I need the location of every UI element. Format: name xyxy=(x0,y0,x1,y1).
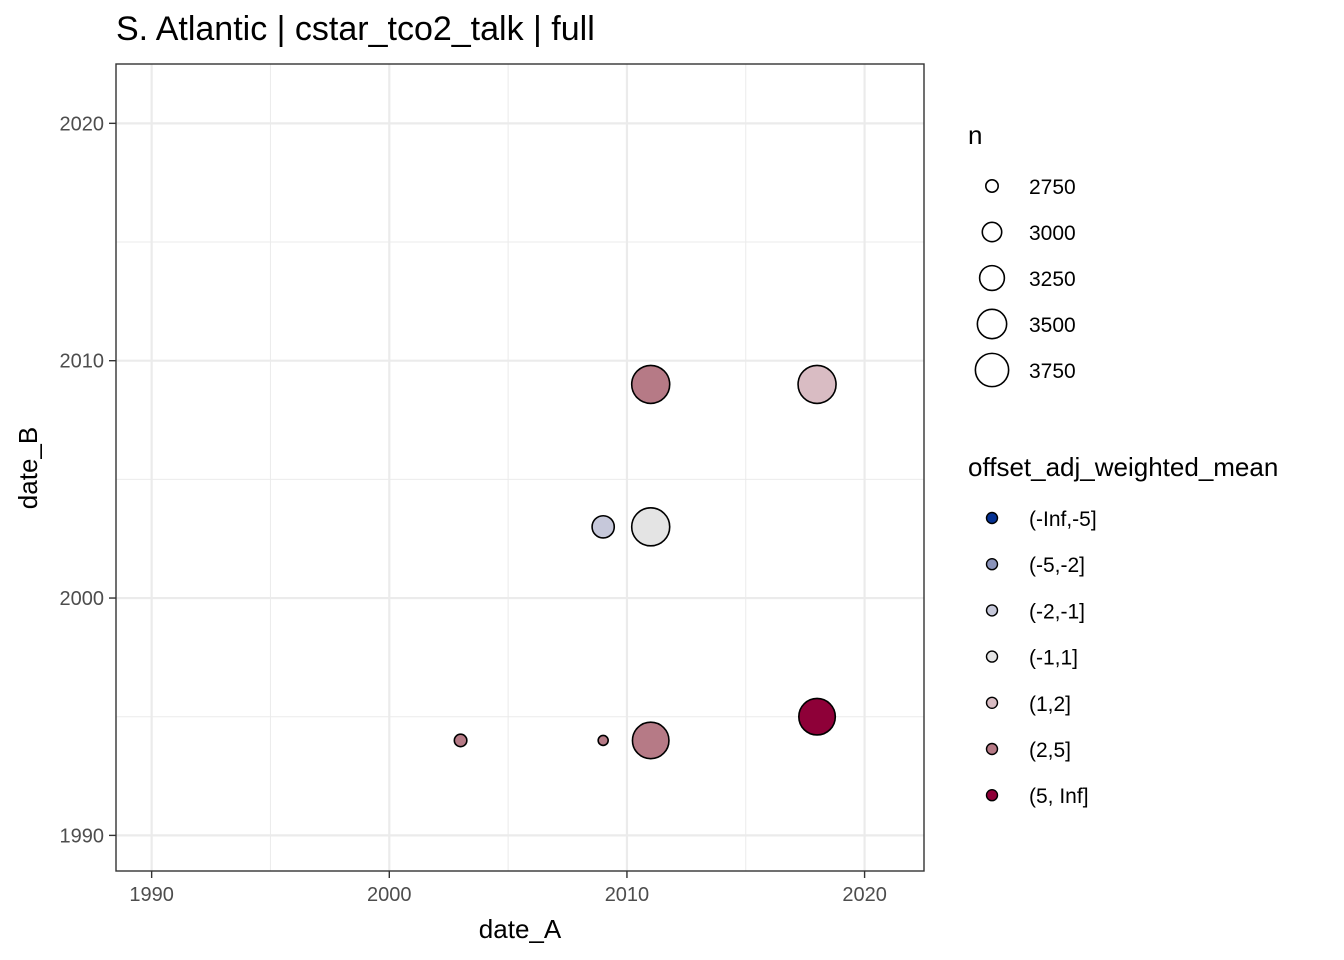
data-point xyxy=(453,733,468,748)
x-axis-title: date_A xyxy=(479,914,562,944)
plot-area: 1990 2000 2010 2020 1990 2000 2010 2020 xyxy=(60,63,925,906)
data-point xyxy=(630,507,671,547)
size-legend-label: 2750 xyxy=(1029,176,1076,199)
color-legend-key xyxy=(985,511,999,525)
color-legend-label: (-1,1] xyxy=(1029,647,1078,670)
y-axis-title: date_B xyxy=(13,427,43,509)
data-point xyxy=(631,721,670,760)
y-tick-label: 2020 xyxy=(60,113,105,135)
data-point xyxy=(798,697,837,736)
y-tick-label: 2010 xyxy=(60,351,105,373)
data-point xyxy=(597,734,609,747)
size-legend-label: 3750 xyxy=(1029,360,1076,383)
color-legend-label: (-Inf,-5] xyxy=(1029,508,1097,531)
size-legend-key xyxy=(974,352,1010,388)
size-legend: n 2750 3000 3250 3500 3750 xyxy=(968,120,1076,388)
color-legend-title: offset_adj_weighted_mean xyxy=(968,452,1278,482)
plot-border xyxy=(115,63,925,872)
color-legend-key xyxy=(985,558,999,571)
size-legend-title: n xyxy=(968,120,982,150)
color-legend-key xyxy=(985,696,999,709)
color-legend-label: (1,2] xyxy=(1029,693,1071,716)
x-tick-label: 2000 xyxy=(367,884,412,906)
color-legend-key xyxy=(985,650,999,663)
color-legend-key xyxy=(985,742,999,756)
color-legend-key xyxy=(985,604,999,617)
data-point xyxy=(591,514,616,539)
size-legend-key xyxy=(978,264,1006,292)
color-legend-label: (5, Inf] xyxy=(1029,785,1089,808)
size-legend-key xyxy=(981,221,1003,243)
x-tick-label: 2010 xyxy=(605,884,650,906)
size-legend-key xyxy=(976,308,1008,340)
color-legend-label: (-5,-2] xyxy=(1029,554,1085,577)
color-legend: offset_adj_weighted_mean (-Inf,-5] (-5,-2… xyxy=(968,452,1278,808)
y-tick-label: 2000 xyxy=(60,588,105,610)
chart-title: S. Atlantic | cstar_tco2_talk | full xyxy=(116,10,595,48)
data-point xyxy=(630,364,671,405)
size-legend-key xyxy=(985,179,999,193)
plot-background xyxy=(116,64,924,871)
y-tick-label: 1990 xyxy=(60,825,105,847)
color-legend-label: (2,5] xyxy=(1029,739,1071,762)
size-legend-label: 3000 xyxy=(1029,222,1076,245)
color-legend-label: (-2,-1] xyxy=(1029,600,1085,623)
x-tick-label: 2020 xyxy=(842,884,887,906)
size-legend-label: 3250 xyxy=(1029,268,1076,291)
size-legend-label: 3500 xyxy=(1029,314,1076,337)
color-legend-key xyxy=(985,789,999,802)
x-tick-label: 1990 xyxy=(129,884,174,906)
data-point xyxy=(797,364,837,405)
